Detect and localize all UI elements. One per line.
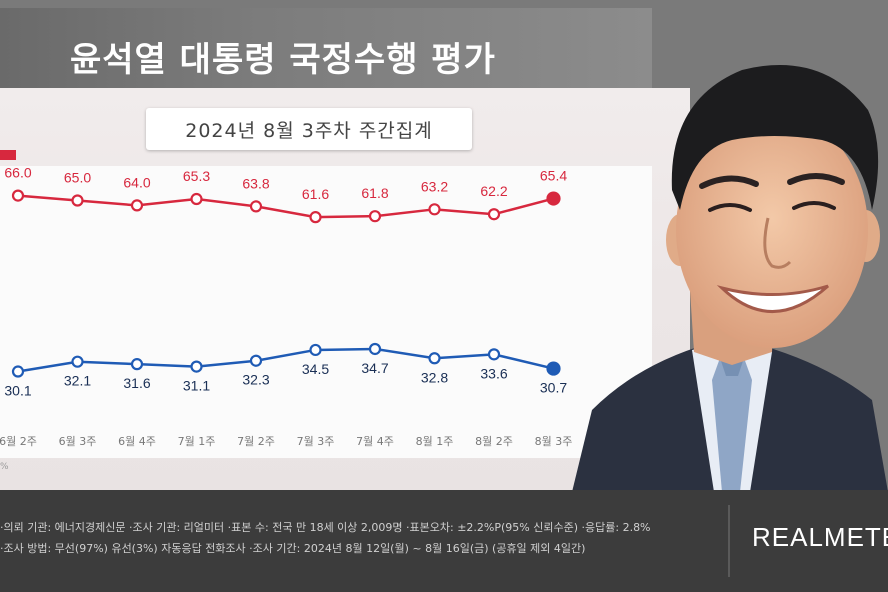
data-point — [249, 200, 263, 213]
data-point — [546, 361, 561, 376]
data-label: 33.6 — [480, 365, 507, 381]
data-label: 31.1 — [183, 378, 210, 394]
plot-area — [0, 166, 652, 458]
data-point — [309, 343, 322, 357]
x-tick-label: 6월 3주 — [59, 435, 97, 448]
data-point — [309, 211, 322, 224]
data-label: 62.2 — [480, 183, 507, 199]
x-tick-label: 6월 2주 — [0, 435, 37, 448]
data-label: 66.0 — [4, 166, 31, 181]
page-title: 윤석열 대통령 국정수행 평가 — [70, 40, 496, 80]
title-banner: 윤석열 대통령 국정수행 평가 — [0, 8, 652, 88]
data-label: 64.0 — [123, 174, 150, 190]
x-tick-label: 8월 3주 — [535, 435, 573, 448]
data-label: 31.6 — [123, 375, 150, 391]
data-point — [130, 358, 144, 371]
data-point — [130, 199, 144, 212]
data-point — [546, 191, 561, 206]
portrait-image — [572, 65, 888, 492]
data-label: 61.8 — [361, 185, 388, 201]
series-line-0 — [17, 194, 554, 219]
data-label: 65.4 — [540, 168, 567, 184]
data-point — [428, 352, 441, 365]
x-tick-label: 7월 1주 — [178, 435, 216, 448]
data-label: 34.7 — [361, 360, 388, 376]
data-label: 65.0 — [64, 170, 91, 186]
data-label: 34.5 — [302, 361, 329, 377]
data-label: 61.6 — [302, 186, 329, 202]
legend-swatch-approve — [0, 150, 16, 160]
chart-subtitle: 2024년 8월 3주차 주간집계 — [185, 119, 433, 142]
x-tick-label: 8월 1주 — [416, 435, 454, 448]
data-point — [487, 348, 501, 361]
survey-info-line-2: ·조사 방법: 무선(97%) 유선(3%) 자동응답 전화조사 ·조사 기간:… — [0, 542, 586, 555]
data-label: 30.7 — [540, 380, 567, 396]
data-point — [368, 210, 382, 223]
data-point — [249, 354, 263, 367]
subtitle-box: 2024년 8월 3주차 주간집계 — [146, 108, 472, 150]
x-tick-label: 7월 4주 — [356, 435, 394, 448]
unit-footnote: % — [0, 462, 9, 472]
data-point — [487, 208, 501, 221]
data-point — [71, 194, 84, 207]
series-group: 66.0 65.0 64.0 65.3 63.8 61.6 61.8 63.2 62.2 65.4… — [4, 166, 567, 399]
survey-info-line-1: ·의뢰 기관: 에너지경제신문 ·조사 기관: 리얼미터 ·표본 수: 전국 만… — [0, 521, 651, 534]
data-label: 63.8 — [242, 175, 269, 191]
x-tick-label: 8월 2주 — [475, 435, 513, 448]
data-label: 32.1 — [64, 373, 91, 389]
data-point — [190, 192, 203, 206]
data-label: 32.8 — [421, 369, 448, 385]
x-tick-label: 6월 4주 — [118, 435, 156, 448]
line-chart: 66.0 65.0 64.0 65.3 63.8 61.6 61.8 63.2 62.2 65.4… — [0, 166, 572, 448]
data-label: 63.2 — [421, 178, 448, 194]
data-point — [11, 189, 25, 202]
x-tick-label: 7월 3주 — [297, 435, 335, 448]
data-label: 30.1 — [4, 383, 31, 399]
x-tick-label: 7월 2주 — [237, 435, 275, 448]
footer-divider — [728, 505, 730, 577]
data-label: 65.3 — [183, 168, 210, 184]
data-label: 32.3 — [242, 372, 269, 388]
data-point — [11, 365, 25, 378]
brand-logo: REALMETER — [752, 522, 888, 552]
series-line-1 — [17, 347, 554, 373]
data-point — [190, 360, 203, 373]
x-axis-ticks: 6월 2주 6월 3주 6월 4주 7월 1주 7월 2주 7월 3주 7월 4주 8월 1주… — [0, 435, 572, 448]
footer-bar — [0, 490, 888, 592]
data-point — [428, 203, 441, 216]
data-point — [368, 342, 382, 356]
data-point — [71, 355, 84, 368]
